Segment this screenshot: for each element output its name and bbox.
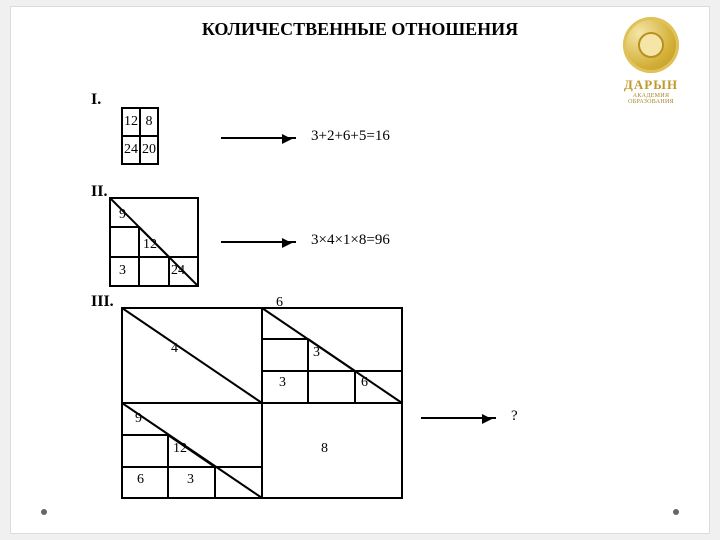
arrow-icon [221,137,296,139]
logo-subtitle: АКАДЕМИЯ ОБРАЗОВАНИЯ [611,93,691,105]
p3-bl-mid: 12 [173,441,187,457]
p1-cell: 8 [140,108,158,136]
arrow-icon [221,241,296,243]
p3-tr-upper: 3 [313,345,320,361]
p1-cell: 24 [122,136,140,164]
logo: ДАРЫН АКАДЕМИЯ ОБРАЗОВАНИЯ [611,17,691,105]
equation-3: ? [511,408,518,425]
p2-num-mid: 12 [143,237,157,253]
p2-num-botL: 3 [119,263,126,279]
p3-bl-botL: 6 [137,472,144,488]
problem-3-figure: 4 6 3 3 6 9 12 6 3 8 [121,307,421,512]
decorative-dot [673,509,679,515]
p2-num-top: 9 [119,207,126,223]
p3-svg [121,307,421,507]
p2-num-botR: 24 [171,263,185,279]
roman-3: III. [91,293,114,311]
p3-bl-botR: 3 [187,472,194,488]
p3-br: 8 [321,441,328,457]
problem-2-figure: 9 12 3 24 [109,197,229,294]
p3-tr-side: 6 [361,375,368,391]
decorative-dot [41,509,47,515]
grid-table: 12 8 24 20 [121,107,159,165]
logo-brand: ДАРЫН [611,77,691,93]
roman-1: I. [91,91,101,109]
page-title: КОЛИЧЕСТВЕННЫЕ ОТНОШЕНИЯ [11,19,709,40]
equation-1: 3+2+6+5=16 [311,128,390,145]
p3-tr-lower: 3 [279,375,286,391]
logo-wreath-icon [623,17,679,73]
p2-svg [109,197,229,289]
slide-page: КОЛИЧЕСТВЕННЫЕ ОТНОШЕНИЯ ДАРЫН АКАДЕМИЯ … [10,6,710,534]
p3-bl-top: 9 [135,411,142,427]
equation-2: 3×4×1×8=96 [311,232,390,249]
p1-cell: 12 [122,108,140,136]
logo-globe-icon [638,32,664,58]
problem-1-grid: 12 8 24 20 [121,107,159,165]
roman-2: II. [91,183,107,201]
arrow-icon [421,417,496,419]
p3-tr-top: 6 [276,295,283,311]
p3-tl: 4 [171,341,178,357]
p1-cell: 20 [140,136,158,164]
